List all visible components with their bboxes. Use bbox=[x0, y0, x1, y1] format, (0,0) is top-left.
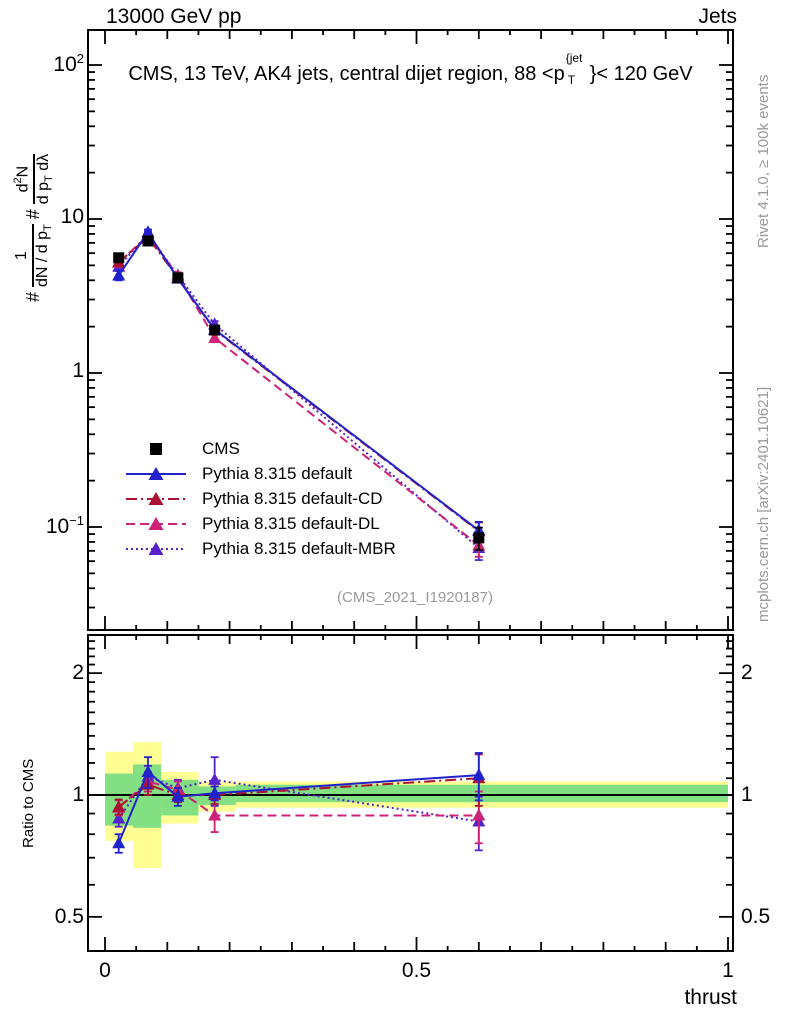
ylabel-frac2-den: d pT dλ bbox=[35, 154, 56, 204]
main-series-cms bbox=[113, 235, 485, 551]
pt-jet-stack: {jet T bbox=[565, 51, 590, 87]
beam-energy-label: 13000 GeV pp bbox=[106, 5, 242, 28]
main-panel-frame bbox=[87, 29, 734, 631]
ylabel-frac2-den-text: d p bbox=[34, 181, 52, 205]
data-point-square bbox=[172, 272, 184, 284]
ylabel-frac2-num-exp: 2 bbox=[12, 177, 24, 184]
legend-marker-glyph bbox=[126, 466, 186, 480]
ratio-y-tick-label-left: 2 bbox=[72, 661, 84, 685]
ratio-y-tick-label-right: 2 bbox=[741, 661, 753, 685]
x-tick-label: 0.5 bbox=[401, 959, 432, 982]
main-y-tick-label: 102 bbox=[53, 51, 84, 76]
legend-item-pythia-default: Pythia 8.315 default bbox=[124, 461, 396, 486]
data-point-triangle bbox=[208, 330, 222, 343]
green-band-bin5 bbox=[235, 784, 728, 803]
legend-label-pythia-dl: Pythia 8.315 default-DL bbox=[202, 513, 380, 533]
data-point-square bbox=[142, 235, 154, 247]
rivet-version-note: Rivet 4.1.0, ≥ 100k events bbox=[755, 74, 772, 248]
legend-label-pythia-cd: Pythia 8.315 default-CD bbox=[202, 488, 383, 508]
x-tick-label: 1 bbox=[722, 959, 734, 982]
ratio-y-tick-label-left: 1 bbox=[72, 783, 84, 806]
main-y-tick-label: 1 bbox=[72, 359, 84, 382]
main-y-tick-label: 10 bbox=[60, 205, 84, 228]
x-axis-label: thrust bbox=[684, 986, 737, 1009]
legend-marker-glyph bbox=[126, 516, 186, 530]
legend-label-pythia-default: Pythia 8.315 default bbox=[202, 463, 353, 483]
pythia-cd-marker bbox=[124, 490, 188, 508]
ratio-y-tick-label-right: 0.5 bbox=[741, 904, 771, 928]
ylabel-frac2-num: d2N bbox=[12, 153, 35, 205]
x-tick-label: 0 bbox=[99, 959, 111, 982]
ylabel-frac1-den-text: dN / d p bbox=[33, 230, 51, 287]
data-point-triangle bbox=[171, 789, 185, 802]
legend-label-cms: CMS bbox=[202, 438, 240, 458]
data-point-triangle bbox=[472, 768, 486, 781]
legend-item-cms: CMS bbox=[124, 436, 396, 461]
ylabel-frac1-den: dN / d pT bbox=[34, 224, 55, 287]
plot-title-suffix: }< 120 GeV bbox=[589, 63, 693, 85]
legend: CMS Pythia 8.315 default Pythia 8.315 de… bbox=[124, 436, 396, 561]
data-point-triangle bbox=[208, 786, 222, 799]
ratio-panel-frame bbox=[87, 634, 734, 952]
data-point-square bbox=[113, 252, 125, 264]
legend-marker-glyph bbox=[126, 491, 186, 505]
pythia-dl-marker bbox=[124, 515, 188, 533]
ratio-series-pythia-8-315-default bbox=[112, 752, 486, 854]
data-point-square bbox=[209, 324, 221, 336]
data-point-triangle bbox=[112, 836, 126, 849]
ylabel-frac1-num: 1 bbox=[13, 224, 34, 287]
legend-label-pythia-mbr: Pythia 8.315 default-MBR bbox=[202, 538, 396, 558]
ylabel-fraction-2: d2N d pT dλ bbox=[12, 153, 56, 205]
data-point-triangle bbox=[141, 764, 155, 777]
legend-marker-glyph bbox=[150, 442, 162, 455]
data-point-triangle bbox=[112, 268, 126, 281]
plot-title: CMS, 13 TeV, AK4 jets, central dijet reg… bbox=[88, 51, 733, 87]
data-point-square bbox=[473, 532, 485, 544]
pt-subscript: T bbox=[567, 73, 576, 87]
ylabel-hash-1: # bbox=[23, 291, 44, 302]
main-y-tick-label: 10−1 bbox=[45, 513, 84, 538]
plot-title-text: CMS, 13 TeV, AK4 jets, central dijet reg… bbox=[128, 63, 565, 85]
ylabel-frac2-num-n: N bbox=[14, 165, 32, 178]
legend-item-pythia-mbr: Pythia 8.315 default-MBR bbox=[124, 536, 396, 561]
ylabel-frac2-num-d: d bbox=[14, 183, 32, 193]
pythia-mbr-marker bbox=[124, 540, 188, 558]
ylabel-fraction-1: 1 dN / d pT bbox=[13, 224, 54, 287]
ylabel-frac2-den-sub: T bbox=[42, 175, 55, 182]
data-point-triangle bbox=[141, 225, 155, 238]
analysis-group-label: Jets bbox=[698, 5, 737, 28]
legend-item-pythia-dl: Pythia 8.315 default-DL bbox=[124, 511, 396, 536]
pythia-default-marker bbox=[124, 465, 188, 483]
analysis-id-watermark: (CMS_2021_I1920187) bbox=[337, 589, 493, 606]
ylabel-frac2-den-lambda: dλ bbox=[34, 153, 52, 176]
data-point-triangle bbox=[208, 808, 222, 821]
pt-superscript: {jet bbox=[565, 51, 583, 65]
data-point-triangle bbox=[472, 808, 486, 821]
ratio-y-tick-label-right: 1 bbox=[741, 783, 753, 806]
data-point-triangle bbox=[112, 799, 126, 812]
legend-item-pythia-cd: Pythia 8.315 default-CD bbox=[124, 486, 396, 511]
data-point-triangle bbox=[208, 772, 222, 785]
main-y-axis-label: # 1 dN / d pT # d2N d pT dλ bbox=[12, 153, 56, 302]
legend-marker-glyph bbox=[126, 541, 186, 555]
data-point-triangle bbox=[112, 811, 126, 824]
ratio-y-tick-label-left: 0.5 bbox=[54, 904, 84, 928]
mcplots-arxiv-note: mcplots.cern.ch [arXiv:2401.10621] bbox=[755, 386, 772, 622]
ratio-uncertainty-bands bbox=[105, 742, 728, 869]
cms-square-marker bbox=[124, 440, 188, 458]
